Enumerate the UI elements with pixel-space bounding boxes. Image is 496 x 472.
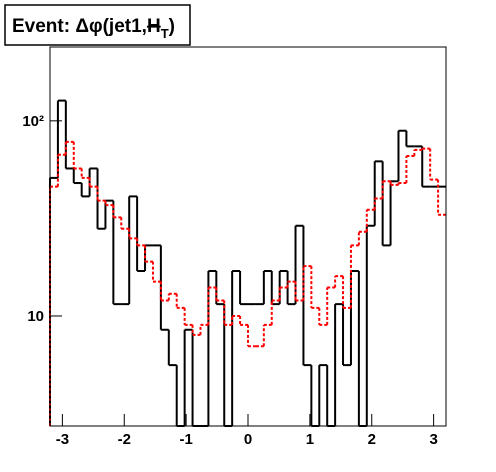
x-tick-label: 0 [244,431,252,448]
y-tick-label: 10² [22,113,44,130]
title-close: ) [169,16,175,37]
y-tick-label: 10 [27,308,44,325]
x-tick-label: 1 [306,431,314,448]
title-main: Event: Δφ(jet1, [12,16,147,37]
x-tick-label: -2 [118,431,131,448]
chart-title: Event: Δφ(jet1,HT) [12,16,175,41]
title-box [4,4,191,46]
x-tick-label: -1 [179,431,192,448]
title-slashed: H [147,16,161,37]
title-sub: T [161,26,169,41]
x-tick-label: 3 [429,431,437,448]
x-tick-label: 2 [368,431,376,448]
x-tick-label: -3 [56,431,69,448]
